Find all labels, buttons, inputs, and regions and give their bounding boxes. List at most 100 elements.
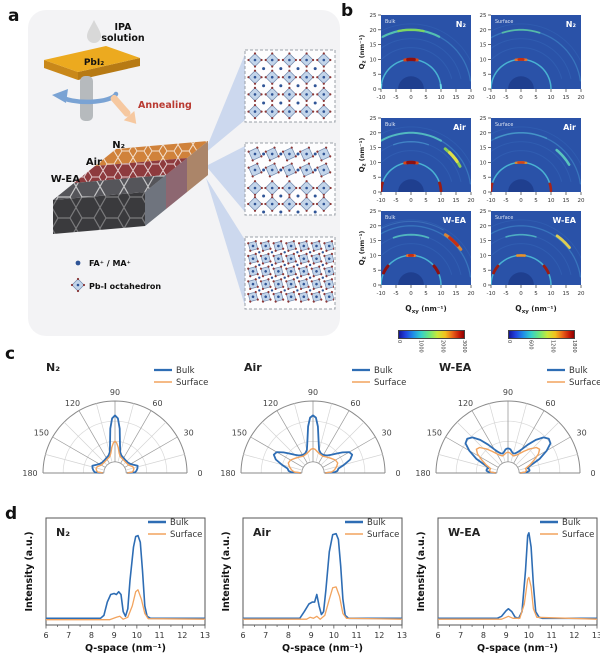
map-condition-label: N₂ — [566, 20, 577, 29]
y-tick-label: 10 — [480, 57, 487, 63]
legend-label-surface: Surface — [562, 530, 594, 540]
angle-tick-label: 0 — [197, 469, 202, 478]
y-tick-label: 10 — [480, 253, 487, 259]
angle-tick-label: 150 — [34, 429, 49, 438]
polar-grid — [435, 400, 581, 474]
map-condition-label: W-EA — [443, 216, 467, 225]
angle-tick-label: 60 — [545, 399, 555, 408]
panel-label-a: a — [8, 6, 20, 26]
y-axis-title: Qz (nm⁻¹) — [358, 138, 368, 173]
y-tick-label: 10 — [370, 57, 377, 63]
polar-curve-surface — [475, 446, 541, 474]
connector-wedge-2 — [206, 146, 245, 212]
y-tick-label: 15 — [480, 43, 487, 49]
x-tick-label: -5 — [503, 291, 509, 297]
x-tick-label: 13 — [200, 631, 210, 640]
profile-curve-bulk — [46, 534, 205, 620]
connector-wedge-3 — [206, 178, 245, 306]
y-tick-label: 5 — [373, 72, 377, 78]
y-axis-title: Intensity (a.u.) — [416, 531, 427, 611]
x-tick-label: 20 — [468, 198, 475, 204]
x-tick-label: 10 — [329, 631, 339, 640]
x-tick-label: 20 — [468, 95, 475, 101]
ipa-label-line2: solution — [101, 33, 145, 44]
panel-a-schematic: IPA solution PbI₂ Annealing — [28, 10, 340, 336]
y-tick-label: 25 — [370, 209, 377, 215]
profile-curve-surface — [243, 586, 403, 620]
x-tick-label: 10 — [132, 631, 142, 640]
x-tick-label: 15 — [563, 291, 570, 297]
y-axis-title: Qz (nm⁻¹) — [358, 35, 368, 70]
map-condition-label: Air — [563, 123, 576, 132]
x-tick-label: 0 — [519, 198, 523, 204]
map-condition-label: Air — [453, 123, 466, 132]
layer-air — [74, 158, 187, 183]
legend: Bulk Surface — [540, 518, 594, 540]
x-tick-label: 11 — [546, 631, 556, 640]
legend-label-bulk: Bulk — [367, 518, 386, 528]
x-tick-label: 5 — [534, 291, 538, 297]
polar-grid — [240, 400, 386, 474]
x-tick-label: -5 — [503, 198, 509, 204]
y-tick-label: 5 — [483, 268, 487, 274]
x-tick-label: 20 — [578, 95, 585, 101]
y-tick-label: 20 — [480, 28, 487, 34]
x-tick-label: -10 — [487, 198, 496, 204]
angle-tick-label: 180 — [415, 469, 430, 478]
crystal-lattice-3 — [247, 240, 334, 303]
x-tick-label: 0 — [519, 291, 523, 297]
angle-tick-label: 60 — [152, 399, 162, 408]
legend-label-bulk: Bulk — [374, 366, 393, 376]
x-tick-label: 15 — [453, 95, 460, 101]
diffraction-arcs — [491, 219, 581, 285]
legend-label-surface: Surface — [569, 378, 600, 388]
x-tick-label: 13 — [397, 631, 407, 640]
y-tick-label: 0 — [483, 283, 487, 289]
legend-label-bulk: Bulk — [170, 518, 189, 528]
polar-plot-wea: 0 30 60 90 120 150 180 W-EA Bulk Surface — [415, 361, 600, 478]
annealing-label: Annealing — [138, 100, 192, 111]
x-tick-label: 10 — [548, 198, 555, 204]
y-tick-label: 5 — [373, 175, 377, 181]
annealing-arrow-icon — [110, 94, 137, 124]
angle-tick-label: 120 — [458, 399, 473, 408]
diffraction-arcs — [491, 126, 581, 192]
angle-tick-label: 120 — [65, 399, 80, 408]
x-tick-label: 20 — [578, 198, 585, 204]
crystal-lattice-1 — [247, 52, 332, 120]
pbi2-label: PbI₂ — [84, 58, 104, 68]
angle-tick-label: 150 — [427, 429, 442, 438]
polar-grid — [42, 400, 188, 474]
y-tick-label: 0 — [373, 87, 377, 93]
x-tick-label: 7 — [66, 631, 71, 640]
y-axis-title: Qz (nm⁻¹) — [358, 231, 368, 266]
x-tick-label: 15 — [453, 291, 460, 297]
angle-tick-label: 30 — [577, 429, 587, 438]
octahedron-icon — [70, 277, 86, 293]
y-tick-label: 25 — [480, 209, 487, 215]
y-tick-label: 25 — [480, 13, 487, 19]
x-tick-label: 6 — [43, 631, 48, 640]
y-tick-label: 5 — [483, 175, 487, 181]
polar-title: Air — [244, 361, 262, 374]
legend-label-bulk: Bulk — [562, 518, 581, 528]
angle-tick-label: 90 — [503, 388, 513, 397]
angle-tick-label: 150 — [232, 429, 247, 438]
legend-label-surface: Surface — [176, 378, 208, 388]
x-tick-label: 7 — [458, 631, 463, 640]
panel-label-b: b — [341, 1, 354, 21]
y-tick-label: 20 — [370, 224, 377, 230]
giwaxs-map-bulk-n2: -10 -5 0 5 10 15 20 0 5 10 15 20 25 Bulk N₂ Qz (nm⁻¹) — [358, 13, 475, 101]
profile-plot-n: 6 7 8 9 10 11 12 13 N₂ Bulk Surface Q-space (nm⁻¹) I… — [24, 517, 210, 654]
x-tick-label: 5 — [424, 198, 428, 204]
y-tick-label: 10 — [370, 253, 377, 259]
giwaxs-map-surface-wea: -10 -5 0 5 10 15 20 0 5 10 15 20 25 Surface W-EA Qxy (n… — [480, 209, 585, 315]
droplet-icon — [87, 20, 101, 43]
colorbar-tick-label: 1200 — [549, 340, 556, 353]
polar-plot-n: 0 30 60 90 120 150 180 N₂ Bulk Surface — [22, 361, 208, 478]
profile-curve-bulk — [438, 532, 597, 620]
x-tick-label: 10 — [548, 95, 555, 101]
layer-label-n2: N₂ — [112, 140, 125, 151]
y-tick-label: 20 — [370, 131, 377, 137]
